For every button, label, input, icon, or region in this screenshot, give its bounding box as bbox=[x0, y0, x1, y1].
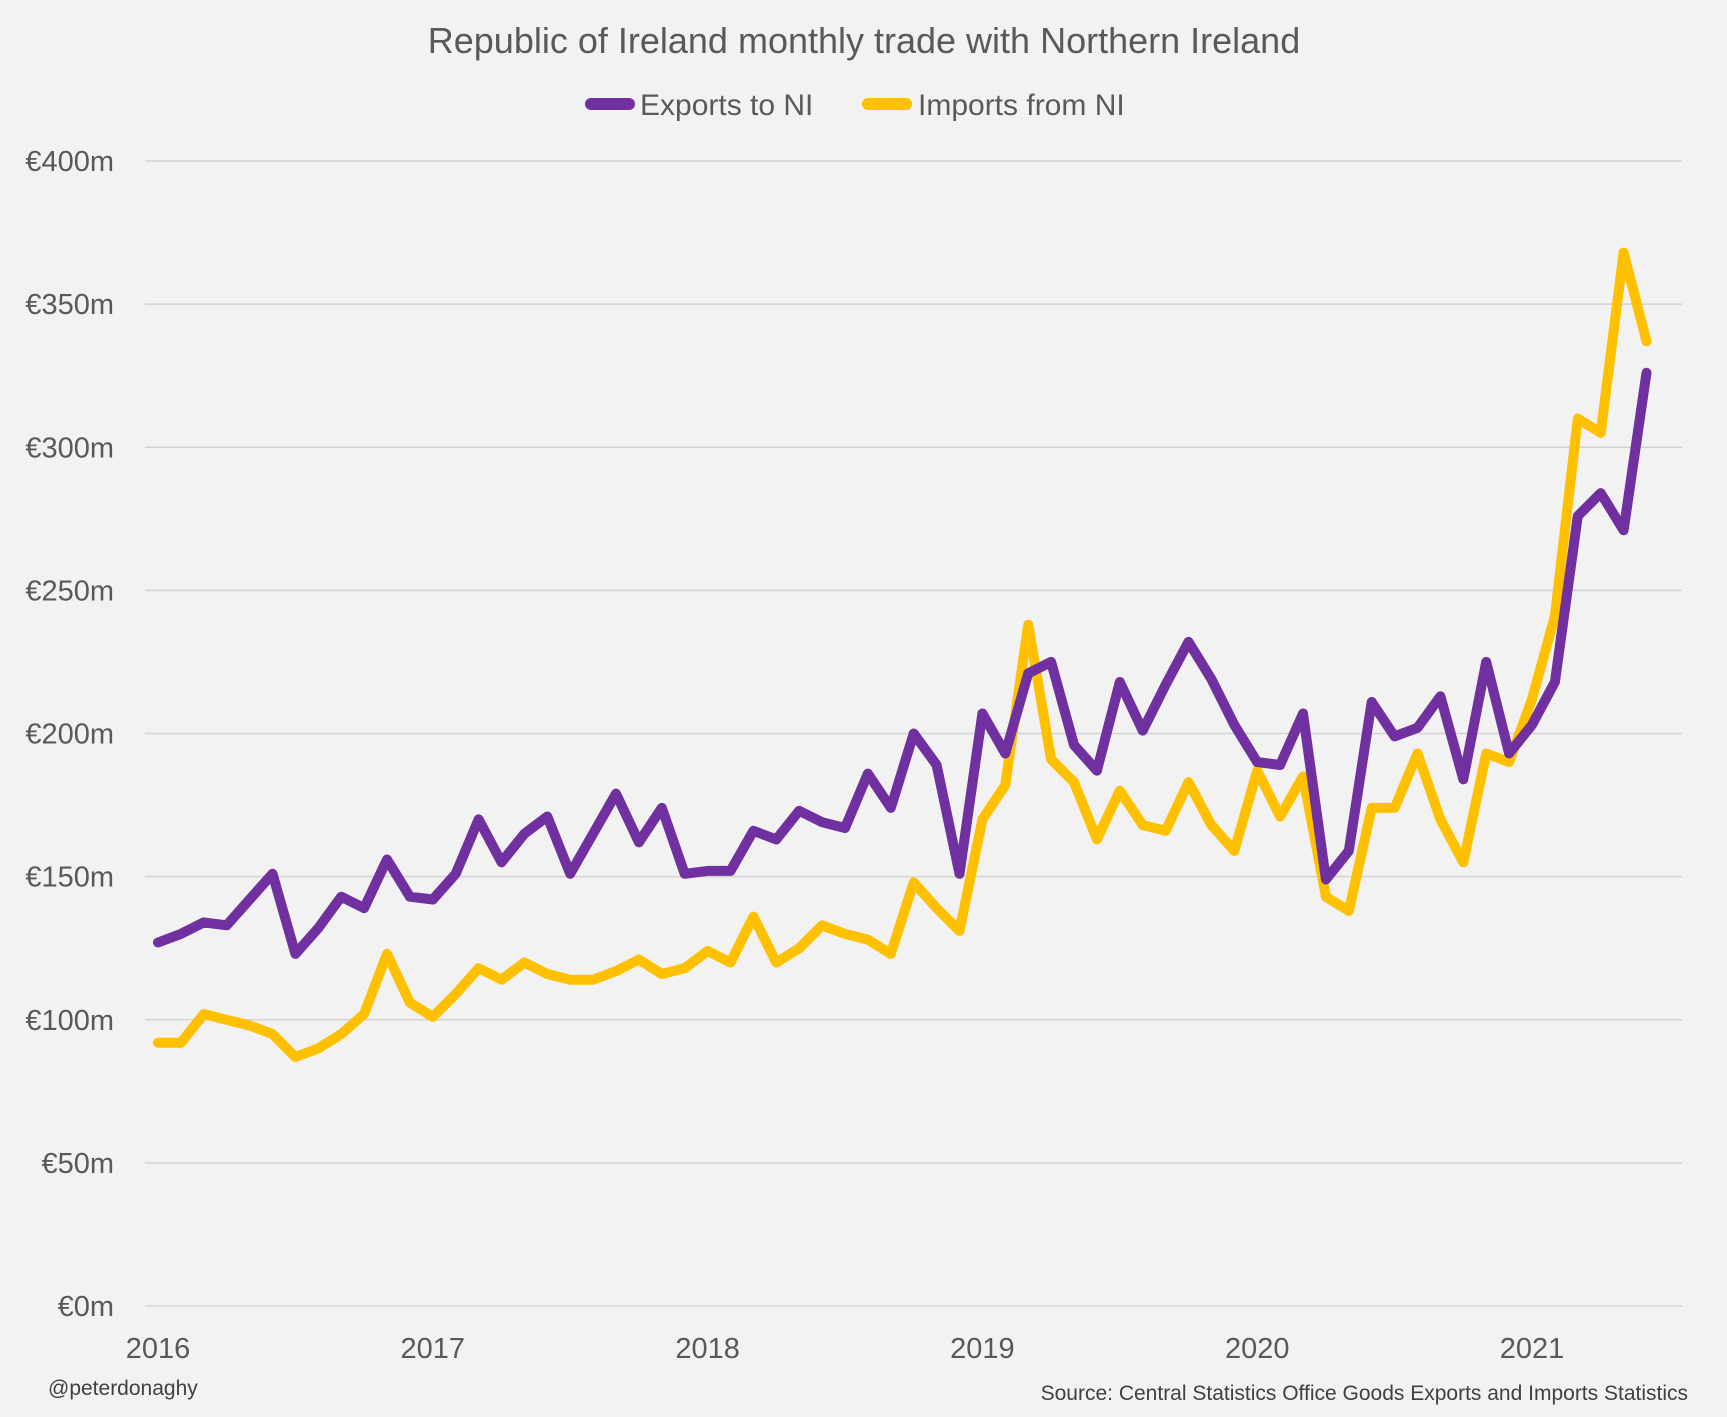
y-tick-label: €50m bbox=[41, 1148, 114, 1180]
credit-text: @peterdonaghy bbox=[48, 1377, 198, 1400]
y-tick-label: €100m bbox=[25, 1005, 114, 1037]
x-tick-label: 2016 bbox=[126, 1333, 191, 1365]
y-tick-label: €0m bbox=[58, 1291, 114, 1323]
series-line-exports bbox=[153, 367, 1652, 959]
y-axis-tick-labels: €0m €50m €100m €150m €200m €250m €300m €350m €40… bbox=[25, 146, 114, 1323]
x-axis-tick-labels: 2016 2017 2018 2019 2020 2021 bbox=[126, 1333, 1565, 1365]
y-tick-label: €200m bbox=[25, 719, 114, 751]
x-tick-label: 2018 bbox=[675, 1333, 740, 1365]
legend-label-exports: Exports to NI bbox=[640, 89, 813, 122]
y-tick-label: €300m bbox=[25, 432, 114, 464]
series-lines bbox=[153, 247, 1652, 1062]
series-line-imports bbox=[153, 247, 1652, 1062]
y-tick-label: €400m bbox=[25, 146, 114, 178]
source-text: Source: Central Statistics Office Goods … bbox=[1041, 1382, 1688, 1405]
legend-label-imports: Imports from NI bbox=[918, 89, 1125, 122]
chart-title: Republic of Ireland monthly trade with N… bbox=[428, 20, 1300, 61]
x-tick-label: 2021 bbox=[1500, 1333, 1565, 1365]
y-tick-label: €250m bbox=[25, 575, 114, 607]
y-tick-label: €150m bbox=[25, 862, 114, 894]
x-tick-label: 2020 bbox=[1225, 1333, 1290, 1365]
y-tick-label: €350m bbox=[25, 289, 114, 321]
x-tick-label: 2019 bbox=[950, 1333, 1015, 1365]
x-tick-label: 2017 bbox=[401, 1333, 466, 1365]
legend: Exports to NI Imports from NI bbox=[585, 89, 1125, 122]
